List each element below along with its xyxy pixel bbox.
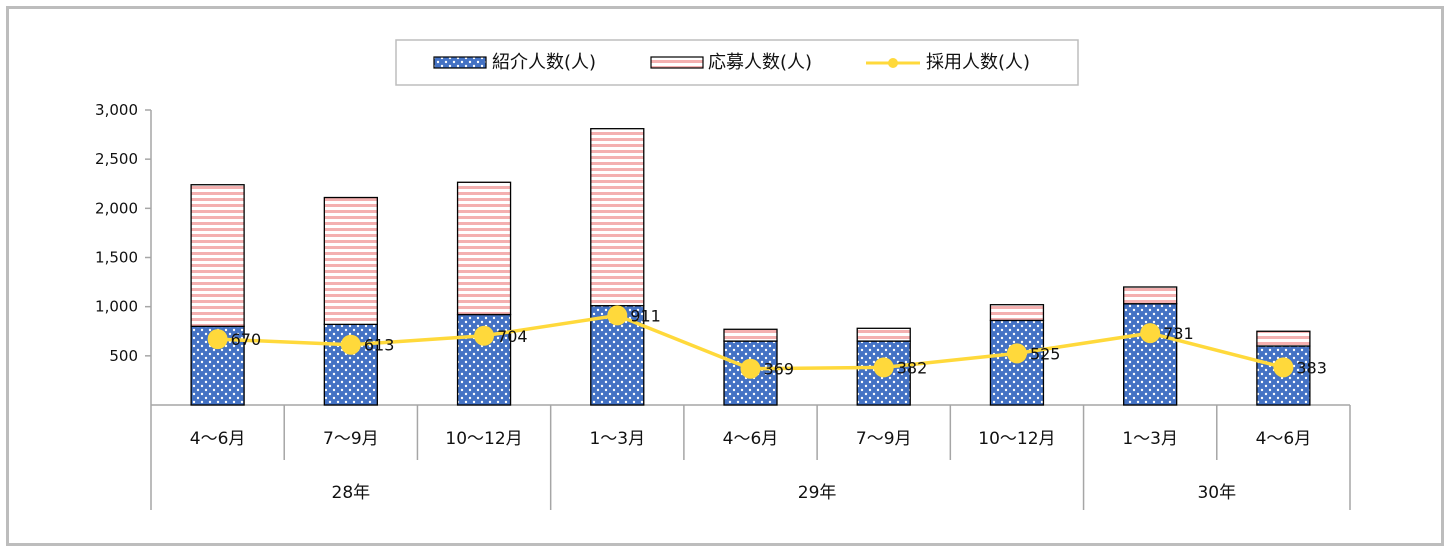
y-tick-label: 1,500 [95,249,138,267]
hires-data-label: 613 [364,336,395,355]
legend-label-referrals: 紹介人数(人) [492,52,596,73]
legend-box [395,39,1079,86]
bar-applications [1123,286,1178,305]
category-label: 10〜12月 [445,429,522,449]
category-label: 4〜6月 [723,429,779,449]
legend-marker-hires [888,58,898,68]
hires-marker [474,325,495,346]
bar-applications [989,304,1045,322]
chart-svg: 紹介人数(人) 応募人数(人) 採用人数(人) 500 1,000 1,500 2,0… [95,39,1351,510]
chart-frame [6,6,1444,546]
legend: 紹介人数(人) 応募人数(人) 採用人数(人) [395,39,1079,86]
hires-data-label: 704 [497,327,528,346]
hires-marker [1006,343,1027,364]
category-label: 4〜6月 [190,429,246,449]
category-label: 4〜6月 [1256,429,1312,449]
bar-applications [590,128,645,307]
hires-marker [873,357,894,378]
group-label: 28年 [332,483,371,503]
category-label: 1〜3月 [1122,429,1178,449]
category-label: 10〜12月 [978,429,1055,449]
bar-applications [323,196,378,326]
category-label: 7〜9月 [323,429,379,449]
hires-data-label: 670 [231,330,262,349]
hires-data-label: 731 [1163,324,1194,343]
category-label: 7〜9月 [856,429,912,449]
hires-marker [207,329,228,350]
bar-applications [723,328,778,342]
hires-marker [340,334,361,355]
hires-line: 670 613 704 911 369 382 525 731 383 [207,305,1327,379]
legend-swatch-applications [650,56,704,69]
hires-data-label: 369 [764,360,795,379]
bar-applications [856,327,911,342]
group-label: 29年 [798,483,837,503]
hires-data-label: 382 [897,358,928,377]
group-label: 30年 [1197,483,1236,503]
bar-applications [1256,330,1311,347]
y-tick-label: 2,500 [95,150,138,168]
y-tick-label: 500 [109,347,138,365]
category-label: 1〜3月 [589,429,645,449]
hires-data-label: 525 [1030,344,1061,363]
y-tick-label: 1,000 [95,298,138,316]
x-axis-categories: 4〜6月 7〜9月 10〜12月 1〜3月 4〜6月 7〜9月 10〜12月 1〜3月 4〜6月… [150,405,1351,510]
bar-applications [190,184,245,327]
hires-marker [740,358,761,379]
hires-marker [607,305,628,326]
hires-data-label: 383 [1296,358,1327,377]
y-tick-label: 2,000 [95,199,138,217]
y-tick-label: 3,000 [95,101,138,119]
hires-data-label: 911 [630,306,661,325]
legend-swatch-referrals [433,56,487,69]
legend-label-applications: 応募人数(人) [708,52,812,73]
y-axis-ticks: 500 1,000 1,500 2,000 2,500 3,000 [95,101,151,365]
hires-marker [1140,323,1161,344]
bar-referrals [1123,303,1178,406]
legend-label-hires: 採用人数(人) [926,52,1030,73]
hires-marker [1273,357,1294,378]
bar-applications [456,181,512,316]
